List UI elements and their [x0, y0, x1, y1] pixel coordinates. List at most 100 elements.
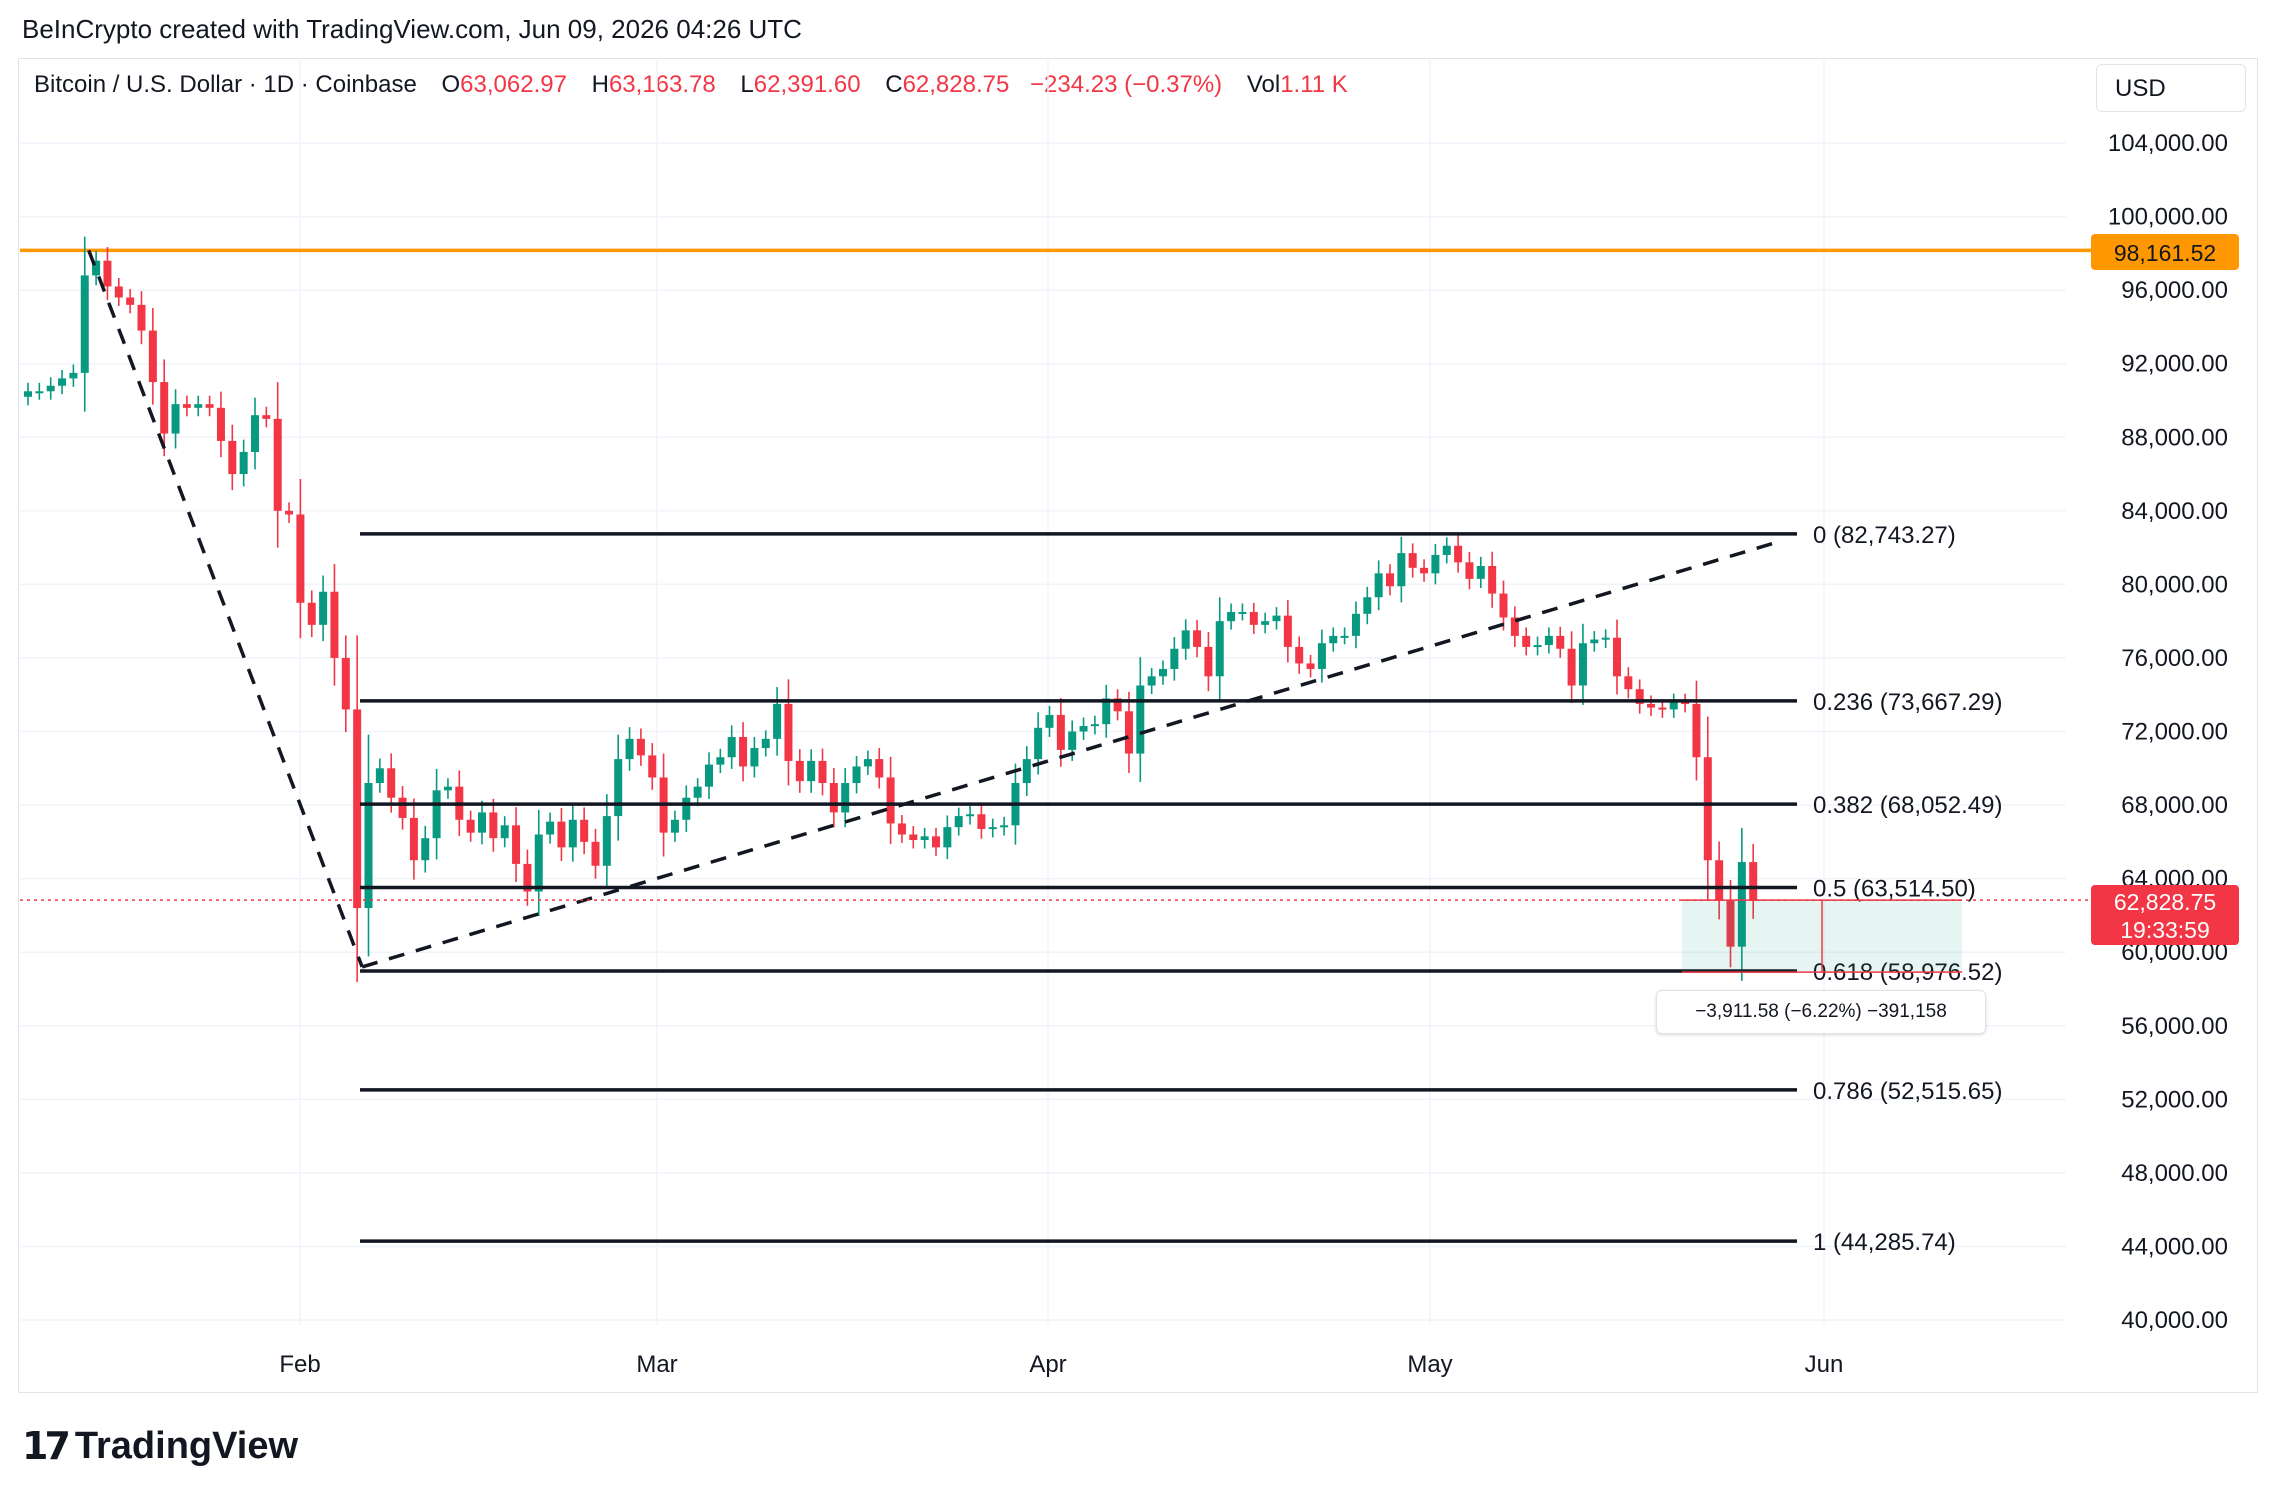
candle-body[interactable] [262, 415, 271, 419]
candle-body[interactable] [1567, 648, 1576, 686]
candle-body[interactable] [58, 378, 67, 386]
candle-body[interactable] [500, 825, 509, 839]
candle-body[interactable] [625, 738, 634, 760]
candle-body[interactable] [670, 819, 679, 833]
candle-body[interactable] [716, 757, 725, 765]
candle-body[interactable] [341, 657, 350, 710]
candle-body[interactable] [330, 591, 339, 658]
candle-body[interactable] [557, 821, 566, 848]
candle-body[interactable] [69, 372, 78, 379]
candle-body[interactable] [1386, 573, 1394, 587]
candle-body[interactable] [875, 759, 884, 778]
candle-body[interactable] [489, 812, 498, 839]
candle-body[interactable] [795, 760, 804, 782]
candle-body[interactable] [1737, 862, 1746, 947]
candle-body[interactable] [886, 777, 895, 824]
candle-body[interactable] [682, 797, 691, 820]
candle-body[interactable] [1374, 573, 1383, 598]
candle-body[interactable] [171, 404, 180, 434]
candle-body[interactable] [1556, 635, 1565, 649]
symbol-title[interactable]: Bitcoin / U.S. Dollar · 1D · Coinbase [34, 71, 417, 98]
candle-body[interactable] [160, 382, 169, 434]
candle-body[interactable] [1363, 597, 1372, 614]
candle-body[interactable] [296, 514, 305, 603]
candle-body[interactable] [523, 863, 532, 892]
candle-body[interactable] [285, 510, 294, 515]
candle-body[interactable] [784, 703, 793, 761]
candle-body[interactable] [1215, 621, 1224, 677]
candle-body[interactable] [1193, 630, 1202, 647]
candle-body[interactable] [1136, 685, 1145, 754]
candle-body[interactable] [829, 782, 838, 813]
candle-body[interactable] [1329, 635, 1338, 644]
candle-body[interactable] [1590, 639, 1599, 644]
candle-body[interactable] [1658, 707, 1667, 710]
candle-body[interactable] [534, 834, 543, 892]
candle-body[interactable] [841, 782, 850, 813]
candle-body[interactable] [1533, 645, 1542, 648]
candle-body[interactable] [943, 827, 952, 848]
candle-body[interactable] [1476, 565, 1485, 579]
candle-body[interactable] [1578, 643, 1587, 686]
candle-body[interactable] [739, 737, 748, 767]
candle-body[interactable] [1079, 725, 1088, 732]
candle-body[interactable] [103, 260, 112, 287]
downtrend-dashed-line[interactable] [87, 249, 364, 968]
candle-body[interactable] [705, 764, 713, 787]
candle-body[interactable] [1351, 613, 1360, 636]
tradingview-logo[interactable]: 𝟭𝟳 TradingView [22, 1424, 298, 1468]
candle-body[interactable] [364, 782, 373, 909]
candle-body[interactable] [126, 297, 135, 305]
candle-body[interactable] [1227, 611, 1236, 622]
candle-body[interactable] [602, 816, 611, 866]
candle-body[interactable] [1420, 567, 1429, 574]
candle-body[interactable] [852, 766, 861, 783]
uptrend-dashed-line[interactable] [361, 540, 1779, 969]
candle-body[interactable] [1340, 635, 1349, 638]
candle-body[interactable] [1317, 643, 1326, 669]
candle-body[interactable] [1703, 757, 1712, 861]
candle-body[interactable] [1272, 615, 1281, 622]
candle-body[interactable] [1068, 731, 1077, 750]
candle-body[interactable] [954, 816, 963, 828]
candle-body[interactable] [194, 404, 203, 408]
candle-body[interactable] [750, 748, 759, 767]
candle-body[interactable] [591, 841, 600, 866]
candle-body[interactable] [1306, 663, 1315, 669]
candle-body[interactable] [353, 709, 362, 909]
candle-body[interactable] [1181, 630, 1190, 649]
candle-body[interactable] [1170, 648, 1179, 669]
candle-body[interactable] [1465, 562, 1474, 579]
candle-body[interactable] [693, 786, 702, 798]
candle-body[interactable] [580, 819, 589, 842]
candle-body[interactable] [568, 819, 577, 848]
candle-body[interactable] [148, 330, 157, 383]
candle-body[interactable] [24, 391, 32, 397]
candle-body[interactable] [1681, 702, 1690, 705]
candle-body[interactable] [1102, 698, 1111, 725]
candle-body[interactable] [977, 814, 986, 829]
candle-body[interactable] [137, 304, 146, 331]
candle-body[interactable] [387, 768, 396, 798]
candle-body[interactable] [375, 768, 384, 783]
candle-body[interactable] [909, 834, 918, 841]
candle-body[interactable] [773, 703, 782, 739]
candle-body[interactable] [80, 275, 89, 373]
candle-body[interactable] [1624, 676, 1633, 690]
candle-body[interactable] [1147, 676, 1156, 686]
candle-body[interactable] [1397, 553, 1406, 587]
candle-body[interactable] [1635, 689, 1644, 704]
candle-body[interactable] [114, 286, 123, 298]
candle-body[interactable] [239, 451, 248, 475]
candle-body[interactable] [648, 755, 657, 778]
candle-body[interactable] [273, 418, 282, 511]
candle-body[interactable] [1499, 593, 1508, 618]
candle-body[interactable] [1613, 637, 1621, 677]
candle-body[interactable] [920, 836, 929, 841]
candle-body[interactable] [1295, 646, 1304, 664]
candle-body[interactable] [1249, 611, 1258, 625]
candle-body[interactable] [1204, 646, 1213, 677]
candle-body[interactable] [1647, 703, 1656, 708]
candle-body[interactable] [319, 591, 328, 625]
